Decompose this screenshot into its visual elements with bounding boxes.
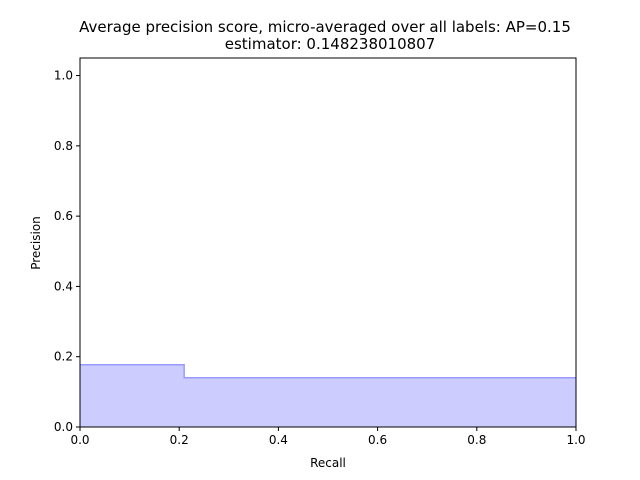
y-tick-label: 0.0 — [54, 420, 73, 434]
x-tick-label: 0.2 — [170, 433, 189, 447]
x-tick-label: 0.8 — [467, 433, 486, 447]
y-axis-label: Precision — [29, 216, 43, 270]
precision-area-fill — [80, 364, 576, 427]
x-tick-label: 0.6 — [368, 433, 387, 447]
x-tick-label: 0.0 — [70, 433, 89, 447]
x-axis-ticks: 0.0 0.2 0.4 0.6 0.8 1.0 — [70, 427, 586, 447]
y-tick-label: 0.2 — [54, 350, 73, 364]
x-tick-label: 0.4 — [269, 433, 288, 447]
chart-title: Average precision score, micro-averaged … — [79, 18, 571, 36]
x-tick-label: 1.0 — [566, 433, 585, 447]
y-tick-label: 0.6 — [54, 209, 73, 223]
precision-step-line — [80, 364, 576, 379]
y-tick-label: 1.0 — [54, 69, 73, 83]
chart-subtitle: estimator: 0.148238010807 — [225, 35, 436, 53]
y-tick-label: 0.4 — [54, 279, 73, 293]
y-tick-label: 0.8 — [54, 139, 73, 153]
plot-area — [80, 364, 576, 427]
y-axis-ticks: 0.0 0.2 0.4 0.6 0.8 1.0 — [54, 69, 80, 434]
x-axis-label: Recall — [310, 456, 346, 470]
plot-frame — [79, 57, 577, 428]
